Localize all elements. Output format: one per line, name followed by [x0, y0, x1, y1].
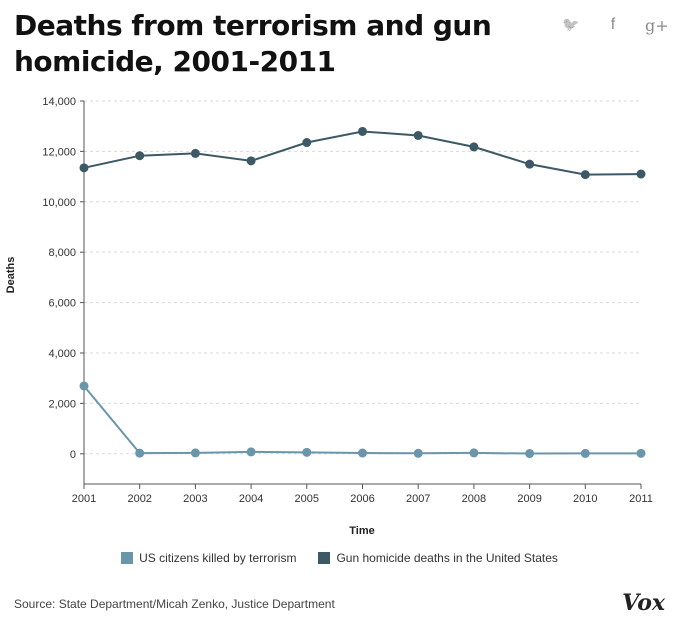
data-point-guns — [413, 130, 423, 140]
share-bar: 🐦 f g+ — [561, 16, 669, 35]
data-point-guns — [636, 169, 646, 179]
data-point-terrorism — [413, 448, 423, 458]
data-point-terrorism — [636, 448, 646, 458]
y-tick-label: 0 — [70, 449, 76, 461]
series-layer — [79, 126, 646, 459]
data-point-terrorism — [190, 448, 200, 458]
x-tick-label: 2003 — [183, 493, 207, 505]
y-tick-label: 12,000 — [42, 146, 76, 158]
x-tick-label: 2002 — [127, 493, 151, 505]
y-axis-label: Deaths — [5, 257, 17, 294]
x-tick-label: 2010 — [573, 493, 597, 505]
legend: US citizens killed by terrorism Gun homi… — [0, 551, 679, 565]
x-tick-label: 2008 — [462, 493, 486, 505]
data-point-guns — [246, 156, 256, 166]
data-point-terrorism — [525, 449, 535, 459]
chart-title: Deaths from terrorism and gun homicide, … — [14, 9, 492, 78]
y-tick-label: 10,000 — [42, 197, 76, 209]
data-point-terrorism — [358, 448, 367, 458]
x-tick-label: 2007 — [406, 493, 430, 505]
data-point-terrorism — [469, 448, 479, 458]
data-point-guns — [79, 163, 89, 173]
data-point-guns — [580, 170, 590, 180]
x-tick-label: 2001 — [72, 493, 96, 505]
data-point-guns — [358, 126, 367, 136]
data-point-terrorism — [302, 447, 312, 457]
facebook-icon[interactable]: f — [610, 16, 616, 33]
data-point-terrorism — [79, 381, 89, 391]
x-tick-label: 2005 — [295, 493, 319, 505]
legend-swatch-guns — [318, 552, 331, 564]
source-note: Source: State Department/Micah Zenko, Ju… — [14, 597, 335, 611]
vox-logo[interactable]: Vox — [622, 590, 665, 616]
twitter-icon[interactable]: 🐦 — [562, 16, 580, 32]
data-point-guns — [135, 151, 145, 161]
series-line-terrorism — [83, 385, 642, 455]
x-tick-label: 2009 — [517, 493, 541, 505]
y-tick-label: 6,000 — [48, 298, 76, 310]
legend-label-guns: Gun homicide deaths in the United States — [336, 551, 558, 565]
legend-item-terrorism[interactable]: US citizens killed by terrorism — [121, 551, 296, 565]
y-tick-label: 2,000 — [48, 398, 76, 410]
legend-swatch-terrorism — [121, 552, 134, 564]
legend-item-guns[interactable]: Gun homicide deaths in the United States — [318, 551, 558, 565]
x-tick-label: 2004 — [239, 493, 263, 505]
google-plus-icon[interactable]: g+ — [645, 16, 669, 35]
data-point-terrorism — [246, 447, 256, 457]
data-point-guns — [469, 142, 479, 152]
x-axis-label: Time — [349, 525, 374, 537]
series-line-guns — [83, 130, 642, 176]
x-tick-label: 2011 — [629, 493, 653, 505]
x-tick-label: 2006 — [350, 493, 374, 505]
data-point-terrorism — [135, 448, 145, 458]
y-tick-label: 8,000 — [48, 247, 76, 259]
data-point-guns — [525, 159, 535, 169]
data-point-guns — [302, 138, 312, 148]
legend-label-terrorism: US citizens killed by terrorism — [139, 551, 297, 565]
line-chart: 0 2,000 4,000 6,000 8,000 10,000 12,000 14,000 2… — [5, 96, 653, 537]
data-point-guns — [190, 148, 200, 158]
y-tick-label: 14,000 — [42, 96, 76, 108]
data-point-terrorism — [580, 448, 590, 458]
y-tick-label: 4,000 — [48, 348, 76, 360]
